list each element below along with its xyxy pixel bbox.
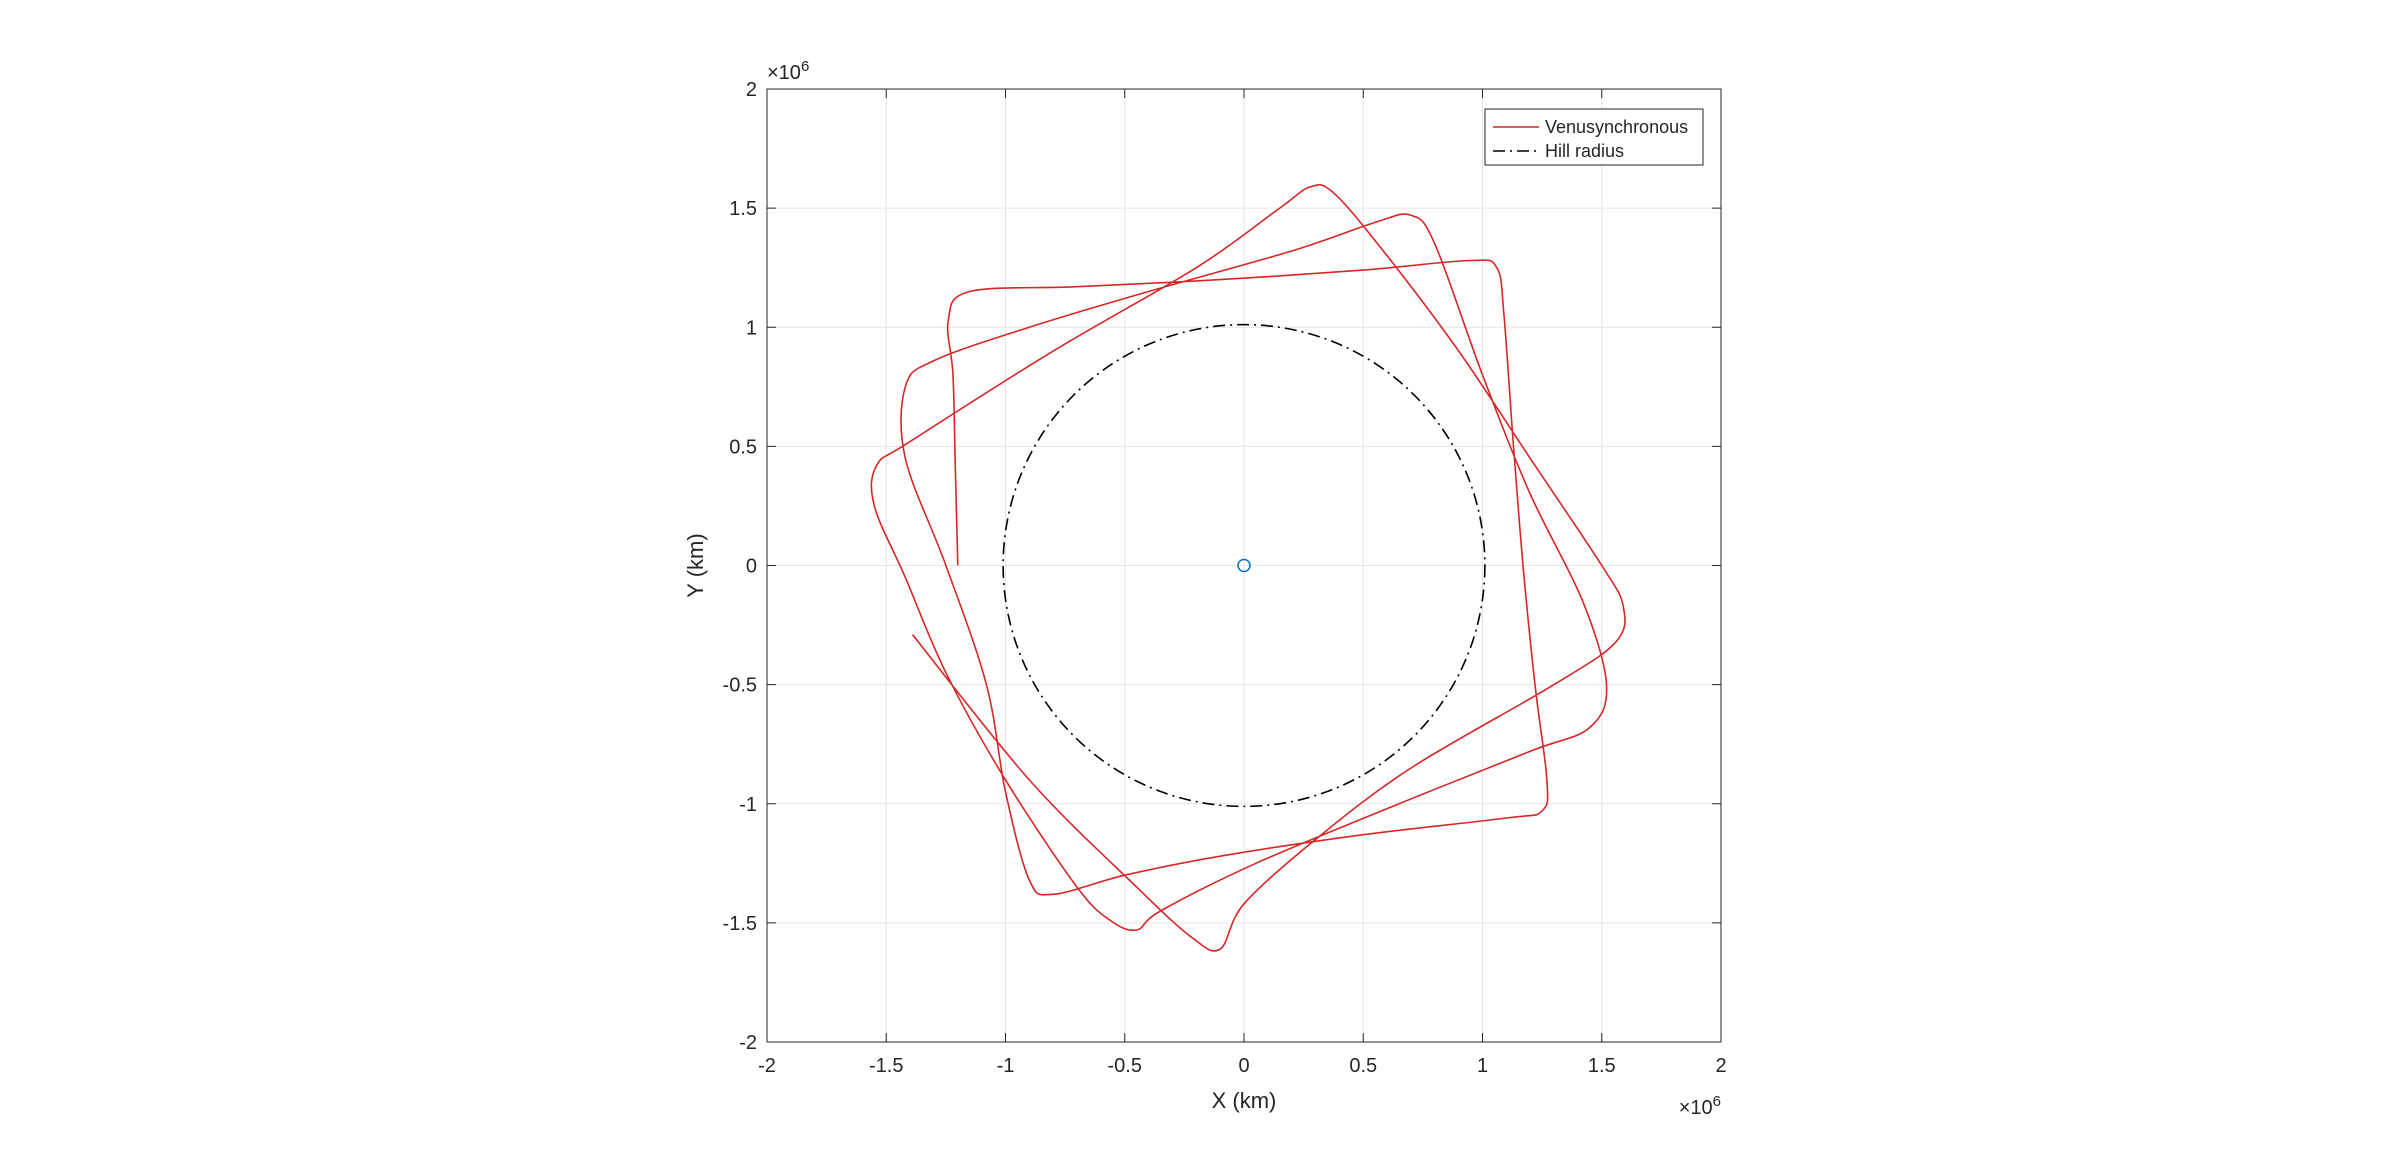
legend: Venusynchronous Hill radius bbox=[1484, 108, 1704, 166]
venus-marker bbox=[1237, 558, 1251, 573]
y-tick-label: -1 bbox=[739, 794, 757, 816]
venusynchronous-orbit-line bbox=[870, 184, 1626, 952]
y-tick-label: 1.5 bbox=[729, 198, 757, 220]
x-tick-label: 2 bbox=[1715, 1055, 1726, 1077]
axis-ticks: -2 -1.5 -1 -0.5 0 0.5 1 1.5 2 -2 -1.5 -1 -0.5 0 0.5 1 1.… bbox=[723, 79, 1727, 1077]
x-tick-label: 0.5 bbox=[1349, 1055, 1377, 1077]
y-tick-label: 2 bbox=[746, 79, 757, 101]
y-tick-label: -2 bbox=[739, 1032, 757, 1054]
x-tick-label: 0 bbox=[1238, 1055, 1249, 1077]
y-tick-label: 1 bbox=[746, 317, 757, 339]
legend-box bbox=[1484, 108, 1704, 166]
y-tick-label: -1.5 bbox=[723, 913, 757, 935]
y-axis-label: Y (km) bbox=[683, 533, 708, 597]
y-tick-label: -0.5 bbox=[723, 675, 757, 697]
x-tick-label: -2 bbox=[758, 1055, 776, 1077]
legend-entry-venusynchronous: Venusynchronous bbox=[1545, 117, 1688, 137]
x-axis-exponent: ×106 bbox=[1679, 1093, 1721, 1119]
y-tick-label: 0 bbox=[746, 556, 757, 578]
x-tick-label: 1.5 bbox=[1588, 1055, 1616, 1077]
grid-lines bbox=[766, 88, 1722, 1043]
plot-content bbox=[870, 184, 1626, 952]
x-tick-label: -1.5 bbox=[869, 1055, 903, 1077]
x-axis-label: X (km) bbox=[1212, 1088, 1277, 1113]
y-tick-label: 0.5 bbox=[729, 436, 757, 458]
y-axis-exponent: ×106 bbox=[767, 58, 809, 84]
x-tick-label: -0.5 bbox=[1108, 1055, 1142, 1077]
x-tick-label: 1 bbox=[1477, 1055, 1488, 1077]
legend-entry-hill-radius: Hill radius bbox=[1545, 141, 1624, 161]
x-tick-label: -1 bbox=[997, 1055, 1015, 1077]
hill-radius-circle bbox=[1002, 323, 1486, 808]
